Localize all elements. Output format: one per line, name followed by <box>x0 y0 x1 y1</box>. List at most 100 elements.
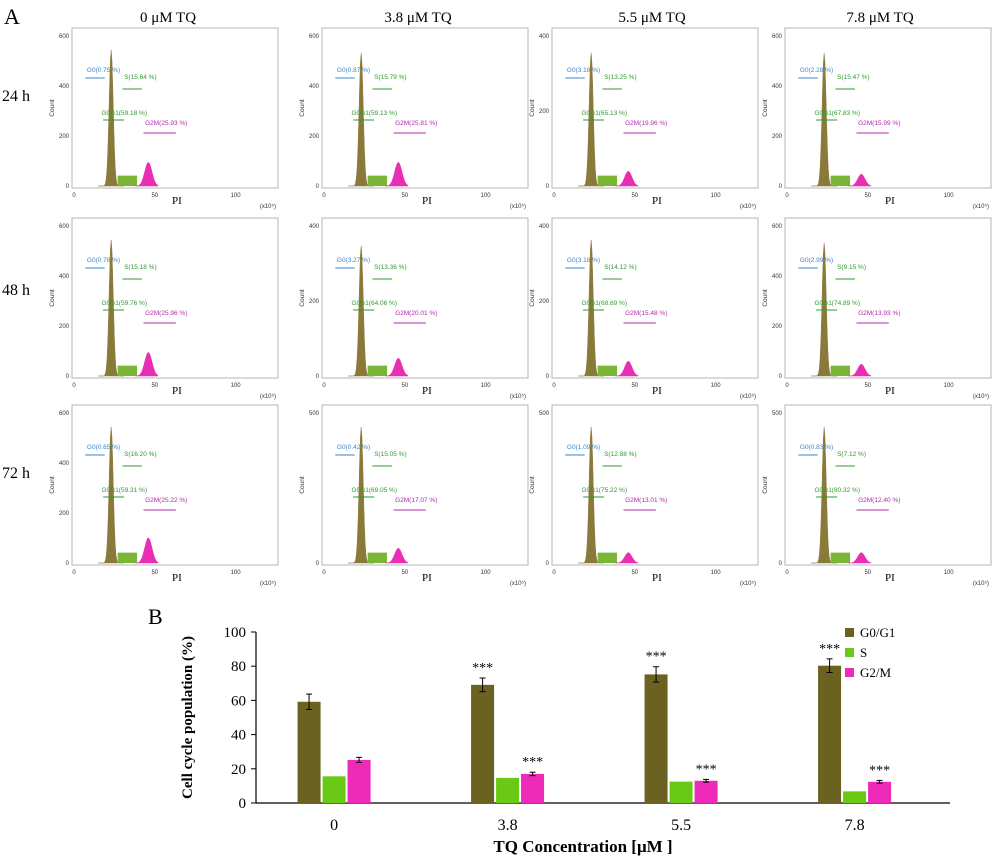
x-tick-label: 0 <box>72 193 76 199</box>
histogram-frame <box>551 27 759 189</box>
x-tick-label: 50 <box>864 383 871 389</box>
histogram-panel: 0 500 0 50 100 Count PI (x10⁵) G0(0.83 %) S(7.12 … <box>762 404 992 587</box>
g0g1-label: G0G1(80.32 %) <box>814 487 860 494</box>
y-axis-title: Cell cycle population (%) <box>180 636 196 799</box>
bar-g2m <box>868 781 892 803</box>
x-axis-unit: (x10⁵) <box>260 580 276 587</box>
x-tick-label: 50 <box>151 383 158 389</box>
s-label: S(7.12 %) <box>837 451 866 458</box>
row-label-24h: 24 h <box>2 88 30 105</box>
g0-label: G0(0.83 %) <box>800 444 833 451</box>
g0-label: G0(0.65 %) <box>87 444 120 451</box>
column-label-5.5uM: 5.5 μM TQ <box>618 10 686 26</box>
histogram-frame <box>71 27 279 189</box>
y-axis-label: Count <box>299 289 306 307</box>
g2m-label: G2M(20.01 %) <box>395 310 437 317</box>
y-tick-label: 0 <box>239 796 247 812</box>
histogram-frame <box>71 404 279 566</box>
g0-label: G0(2.28 %) <box>800 67 833 74</box>
s-phase-region <box>117 552 138 563</box>
x-axis-unit: (x10⁵) <box>260 393 276 400</box>
y-tick-label: 0 <box>546 184 550 190</box>
y-tick-label: 400 <box>539 34 550 40</box>
x-axis-unit: (x10⁵) <box>510 203 526 210</box>
panel-a-label: A <box>4 4 20 29</box>
g2m-peak <box>135 352 159 377</box>
s-phase-region <box>117 175 138 186</box>
significance-marker: *** <box>646 650 667 665</box>
legend-swatch <box>845 628 854 637</box>
histogram-panel: 0 200 400 0 50 100 Count PI (x10⁵) G0(3.27 %) S(13… <box>299 217 529 400</box>
g2m-peak <box>385 547 409 564</box>
s-phase-region <box>367 552 388 563</box>
x-axis-unit: (x10⁵) <box>510 393 526 400</box>
y-tick-label: 200 <box>59 511 70 517</box>
x-axis-unit: (x10⁵) <box>510 580 526 587</box>
g2m-peak <box>848 552 872 564</box>
g2m-label: G2M(13.93 %) <box>858 310 900 317</box>
y-tick-label: 100 <box>224 625 247 641</box>
row-label-72h: 72 h <box>2 465 30 482</box>
g0g1-label: G0G1(74.89 %) <box>814 300 860 307</box>
y-axis-label: Count <box>529 289 536 307</box>
s-label: S(15.79 %) <box>374 74 407 81</box>
x-tick-label: 50 <box>631 383 638 389</box>
bar-g2m <box>347 759 371 803</box>
g0-label: G0(0.42 %) <box>337 444 370 451</box>
significance-marker: *** <box>869 763 890 778</box>
x-axis-label: PI <box>172 195 182 207</box>
histogram-panel: 0 200 400 600 0 50 100 Count PI (x10⁵) G0(0.75 %) S… <box>49 27 279 210</box>
histogram-frame <box>321 217 529 379</box>
x-axis-label: PI <box>885 385 895 397</box>
s-label: S(12.88 %) <box>604 451 637 458</box>
g2m-label: G2M(12.40 %) <box>858 497 900 504</box>
s-label: S(16.20 %) <box>124 451 157 458</box>
histogram-panel: 0 500 0 50 100 Count PI (x10⁵) G0(0.42 %) S(15.05… <box>299 404 529 587</box>
y-tick-label: 200 <box>309 134 320 140</box>
histogram-frame <box>551 217 759 379</box>
g0-label: G0(3.27 %) <box>337 257 370 264</box>
histogram-frame <box>784 217 992 379</box>
y-tick-label: 400 <box>539 224 550 230</box>
g2m-peak <box>848 363 872 377</box>
y-tick-label: 0 <box>316 184 320 190</box>
s-label: S(15.18 %) <box>124 264 157 271</box>
bar-g0g1 <box>297 701 321 803</box>
histogram-frame <box>551 404 759 566</box>
histogram-frame <box>784 404 992 566</box>
histogram-frame <box>321 404 529 566</box>
x-axis-label: PI <box>652 195 662 207</box>
g2m-peak <box>385 162 409 187</box>
s-phase-region <box>117 365 138 376</box>
column-label-0uM: 0 μM TQ <box>139 10 197 26</box>
y-tick-label: 600 <box>59 411 70 417</box>
g0g1-label: G0G1(59.76 %) <box>101 300 147 307</box>
x-axis-label: PI <box>422 385 432 397</box>
histogram-panel: 0 200 400 600 0 50 100 Count PI (x10⁵) G0(2.28 %) S… <box>762 27 992 210</box>
s-phase-region <box>597 552 618 563</box>
y-tick-label: 0 <box>779 184 783 190</box>
y-tick-label: 400 <box>772 274 783 280</box>
bar-s <box>669 781 693 803</box>
y-tick-label: 600 <box>309 34 320 40</box>
histogram-panel: 0 200 400 600 0 50 100 Count PI (x10⁵) G0(0.87 %) S… <box>299 27 529 210</box>
significance-marker: *** <box>696 762 717 777</box>
y-tick-label: 200 <box>59 134 70 140</box>
x-tick-label: 3.8 <box>498 817 518 834</box>
y-tick-label: 400 <box>59 461 70 467</box>
cell-cycle-bar-chart: 0 20 40 60 80 100 Cell cycle population (%) TQ … <box>180 625 950 856</box>
s-phase-region <box>597 175 618 186</box>
y-tick-label: 0 <box>316 374 320 380</box>
bar-s <box>843 791 867 803</box>
x-tick-label: 100 <box>481 383 492 389</box>
x-tick-label: 100 <box>944 193 955 199</box>
x-tick-label: 50 <box>401 570 408 576</box>
g0-label: G0(0.87 %) <box>337 67 370 74</box>
g0-label: G0(3.18 %) <box>567 67 600 74</box>
y-axis-label: Count <box>762 99 769 117</box>
g0-label: G0(0.78 %) <box>87 257 120 264</box>
x-tick-label: 50 <box>631 193 638 199</box>
row-label-48h: 48 h <box>2 282 30 299</box>
panel-b-label: B <box>148 604 163 629</box>
legend-label: G2/M <box>860 665 892 680</box>
